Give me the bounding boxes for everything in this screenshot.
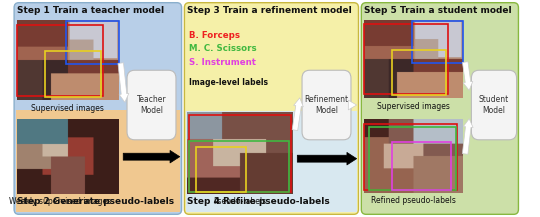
FancyBboxPatch shape: [361, 3, 518, 214]
Bar: [186, 5, 356, 111]
Text: Step 3 Train a refinement model: Step 3 Train a refinement model: [187, 6, 352, 15]
Text: Step 5 Train a student model: Step 5 Train a student model: [364, 6, 512, 15]
FancyArrowPatch shape: [462, 119, 473, 154]
Bar: [186, 109, 356, 212]
FancyBboxPatch shape: [471, 70, 517, 140]
Bar: [17, 25, 103, 96]
Bar: [411, 21, 463, 63]
Bar: [190, 115, 291, 192]
FancyArrowPatch shape: [462, 62, 473, 90]
Bar: [364, 124, 457, 190]
Text: Step 4 Refine pseudo-labels: Step 4 Refine pseudo-labels: [187, 197, 330, 206]
Bar: [190, 141, 289, 192]
Bar: [195, 147, 246, 192]
Text: Step 2 Generate pseudo-labels: Step 2 Generate pseudo-labels: [17, 197, 174, 206]
Bar: [45, 51, 102, 97]
FancyArrowPatch shape: [298, 152, 356, 165]
Text: Teacher
Model: Teacher Model: [137, 95, 166, 115]
Text: Student
Model: Student Model: [479, 95, 509, 115]
FancyBboxPatch shape: [14, 3, 181, 214]
FancyArrowPatch shape: [123, 150, 180, 163]
FancyBboxPatch shape: [302, 70, 351, 140]
Text: Supervised images: Supervised images: [377, 102, 450, 111]
Text: B. Forceps: B. Forceps: [189, 31, 240, 39]
Bar: [66, 21, 119, 64]
FancyBboxPatch shape: [127, 70, 176, 140]
Text: Refinement
Model: Refinement Model: [305, 95, 348, 115]
FancyBboxPatch shape: [185, 3, 359, 214]
FancyArrowPatch shape: [348, 100, 356, 110]
Text: S. Instrument: S. Instrument: [189, 58, 256, 67]
Text: Supervised images: Supervised images: [31, 104, 104, 113]
Bar: [364, 25, 448, 94]
Text: Step 1 Train a teacher model: Step 1 Train a teacher model: [17, 6, 164, 15]
Bar: [369, 127, 456, 190]
Text: Pseudo-labels: Pseudo-labels: [213, 197, 267, 206]
FancyArrowPatch shape: [292, 98, 303, 130]
FancyArrowPatch shape: [118, 63, 129, 102]
Bar: [392, 142, 451, 190]
Text: Image-level labels: Image-level labels: [189, 78, 268, 87]
Text: M. C. Scissors: M. C. Scissors: [189, 44, 256, 53]
Text: Weakly supervised images: Weakly supervised images: [9, 197, 111, 206]
Text: Refined pseudo-labels: Refined pseudo-labels: [371, 196, 456, 205]
Bar: [392, 50, 446, 95]
Bar: [16, 109, 180, 212]
Bar: [16, 5, 180, 110]
